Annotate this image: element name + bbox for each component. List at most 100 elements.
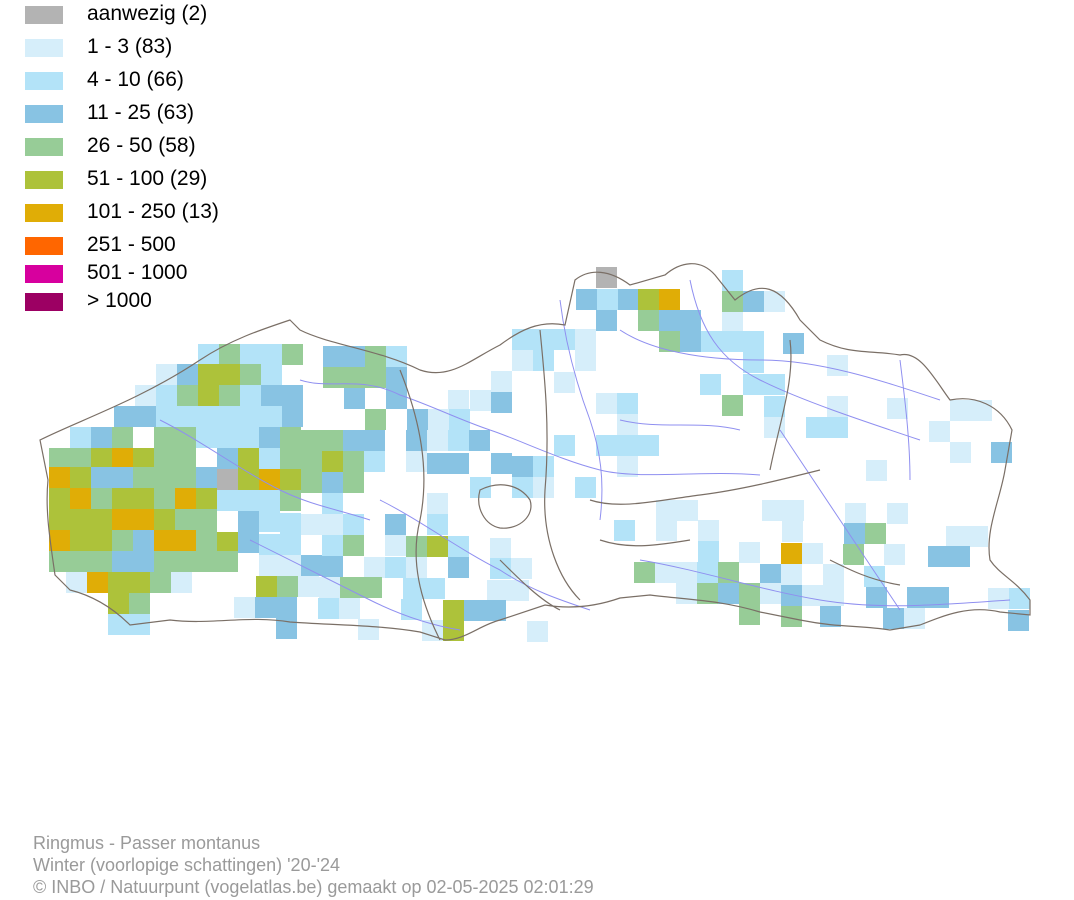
river (489, 429, 761, 476)
grid-cell (344, 367, 365, 388)
grid-cell (198, 385, 219, 406)
grid-cell (154, 509, 175, 530)
grid-cell (449, 409, 470, 430)
grid-cell (70, 509, 91, 530)
credit-line: © INBO / Natuurpunt (vogelatlas.be) gema… (33, 877, 594, 897)
grid-cell (904, 608, 925, 629)
grid-cell (49, 467, 70, 488)
species-title: Ringmus - Passer montanus (33, 833, 261, 853)
grid-cell (133, 551, 154, 572)
grid-cell (971, 400, 992, 421)
grid-cell (701, 331, 722, 352)
legend-item: aanwezig (2) (25, 2, 325, 25)
grid-cell (680, 331, 701, 352)
grid-cell (928, 587, 949, 608)
grid-cell (91, 488, 112, 509)
legend-label: > 1000 (87, 289, 152, 312)
grid-cell (108, 593, 129, 614)
grid-cell (491, 371, 512, 392)
grid-cell (156, 406, 177, 427)
legend-label: 51 - 100 (29) (87, 167, 208, 190)
grid-cell (261, 385, 282, 406)
grid-cell (596, 310, 617, 331)
grid-cell (554, 329, 575, 350)
grid-cell (301, 555, 322, 576)
grid-cell (70, 448, 91, 469)
rivers (159, 279, 1011, 631)
grid-cell (238, 532, 259, 553)
grid-cell (887, 398, 908, 419)
grid-cell (596, 267, 617, 288)
grid-cell (361, 577, 382, 598)
grid-cell (177, 385, 198, 406)
grid-cell (91, 448, 112, 469)
grid-cell (255, 597, 276, 618)
grid-cell (512, 350, 533, 371)
legend-label: 11 - 25 (63) (87, 101, 194, 124)
grid-cell (66, 572, 87, 593)
legend-swatch (25, 293, 63, 311)
grid-cell (385, 557, 406, 578)
grid-cell (343, 430, 364, 451)
grid-cell (156, 364, 177, 385)
province-border (539, 329, 581, 601)
river (779, 429, 901, 611)
legend-label: 501 - 1000 (87, 261, 188, 284)
grid-cell (739, 583, 760, 604)
grid-cell (49, 448, 70, 469)
grid-cell (323, 367, 344, 388)
grid-cell (280, 534, 301, 555)
grid-cell (70, 530, 91, 551)
grid-cell (845, 503, 866, 524)
grid-cell (133, 530, 154, 551)
grid-cell (700, 374, 721, 395)
grid-cell (698, 541, 719, 562)
legend-label: 101 - 250 (13) (87, 200, 219, 223)
grid-cell (112, 427, 133, 448)
grid-cell (238, 448, 259, 469)
grid-cell (638, 289, 659, 310)
grid-cell (781, 564, 802, 585)
grid-cell (240, 344, 261, 365)
legend-item: 4 - 10 (66) (25, 68, 325, 91)
grid-cell (259, 448, 280, 469)
grid-cell (764, 396, 785, 417)
grid-cell (806, 417, 827, 438)
legend-swatch (25, 72, 63, 90)
grid-cell (406, 430, 427, 451)
grid-cell (802, 585, 823, 606)
grid-cell (946, 526, 967, 547)
grid-cell (133, 448, 154, 469)
grid-cell (70, 488, 91, 509)
grid-cell (234, 597, 255, 618)
grid-cell (406, 451, 427, 472)
grid-cell (196, 530, 217, 551)
grid-cell (238, 469, 259, 490)
grid-cell (424, 578, 445, 599)
grid-cell (217, 448, 238, 469)
grid-cell (49, 488, 70, 509)
grid-cell (322, 472, 343, 493)
grid-cell (154, 530, 175, 551)
grid-cell (470, 477, 491, 498)
grid-cell (554, 372, 575, 393)
province-border (769, 339, 792, 471)
grid-cell (866, 587, 887, 608)
legend-item: 11 - 25 (63) (25, 101, 325, 124)
legend-label: 26 - 50 (58) (87, 134, 196, 157)
grid-cell (298, 576, 319, 597)
grid-cell (175, 488, 196, 509)
river (619, 419, 741, 431)
grid-cell (743, 352, 764, 373)
grid-cell (175, 530, 196, 551)
grid-cell (358, 619, 379, 640)
grid-cell (928, 546, 949, 567)
grid-cell (783, 500, 804, 521)
grid-cell (884, 544, 905, 565)
grid-cell (112, 530, 133, 551)
grid-cell (533, 329, 554, 350)
grid-cell (386, 388, 407, 409)
grid-cell (617, 435, 638, 456)
grid-cell (322, 556, 343, 577)
grid-cell (259, 469, 280, 490)
